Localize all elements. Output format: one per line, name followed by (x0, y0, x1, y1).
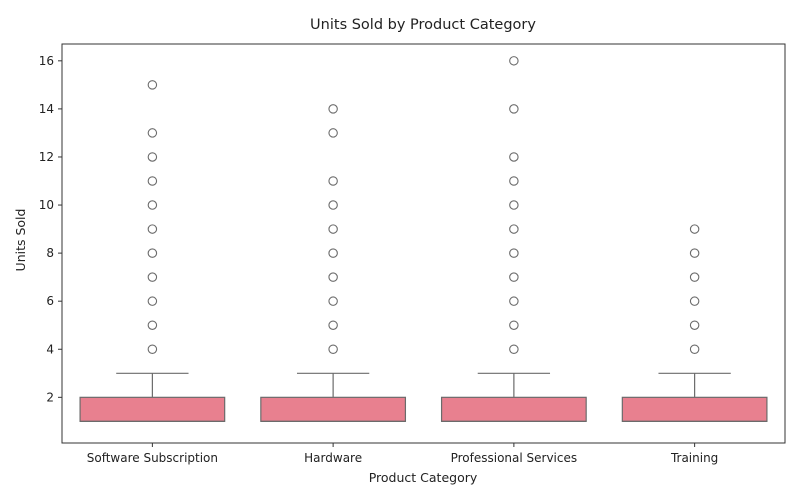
outlier-point (147, 80, 158, 90)
y-tick-label: 12 (39, 150, 54, 164)
outlier-point (147, 296, 158, 306)
outlier-point (509, 248, 519, 258)
outlier-point (509, 176, 519, 186)
outlier-point (147, 344, 158, 355)
y-tick-label: 10 (39, 198, 54, 212)
y-axis-label: Units Sold (13, 209, 28, 272)
box-iqr (260, 396, 407, 422)
outlier-point (328, 320, 338, 330)
box-iqr (440, 396, 587, 422)
outlier-point (328, 272, 338, 282)
outlier-point (147, 272, 158, 282)
y-tick-label: 16 (39, 54, 54, 68)
outlier-point (689, 248, 700, 258)
x-axis-label: Product Category (369, 470, 478, 485)
outlier-point (509, 224, 519, 234)
outlier-point (328, 104, 338, 114)
outlier-point (328, 176, 338, 186)
outlier-point (147, 224, 158, 234)
outlier-point (147, 320, 158, 330)
box-iqr (621, 396, 768, 422)
outlier-point (147, 248, 158, 258)
x-tick-label: Professional Services (451, 451, 578, 465)
outlier-point (147, 128, 158, 138)
outlier-point (147, 176, 158, 186)
outlier-point (509, 56, 519, 66)
y-tick-label: 6 (46, 294, 54, 308)
x-tick-label: Hardware (304, 451, 362, 465)
y-tick-label: 4 (46, 342, 54, 356)
outlier-point (328, 200, 338, 210)
outlier-point (509, 344, 519, 355)
y-tick-label: 2 (46, 390, 54, 404)
outlier-point (509, 296, 519, 306)
plot-area: 2 4 6 8 10 12 14 16 Software Subscription Hardwar… (39, 43, 786, 465)
outlier-point (509, 200, 519, 210)
y-tick-label: 8 (46, 246, 54, 260)
outlier-point (689, 296, 700, 306)
box-iqr (79, 396, 226, 422)
outlier-point (689, 224, 700, 234)
chart-title: Units Sold by Product Category (310, 17, 536, 33)
outlier-point (689, 344, 700, 355)
outlier-point (509, 320, 519, 330)
outlier-point (689, 320, 700, 330)
outlier-point (328, 344, 338, 355)
x-tick-label: Training (670, 451, 718, 465)
x-tick-label: Software Subscription (87, 451, 218, 465)
outlier-point (509, 152, 519, 162)
outlier-point (147, 200, 158, 210)
plot-frame (61, 43, 786, 444)
outlier-point (509, 104, 519, 114)
y-tick-label: 14 (39, 102, 54, 116)
outlier-point (328, 128, 338, 138)
outlier-point (689, 272, 700, 282)
outlier-point (147, 152, 158, 162)
outlier-point (328, 296, 338, 306)
outlier-point (328, 248, 338, 258)
outlier-point (509, 272, 519, 282)
outlier-point (328, 224, 338, 234)
